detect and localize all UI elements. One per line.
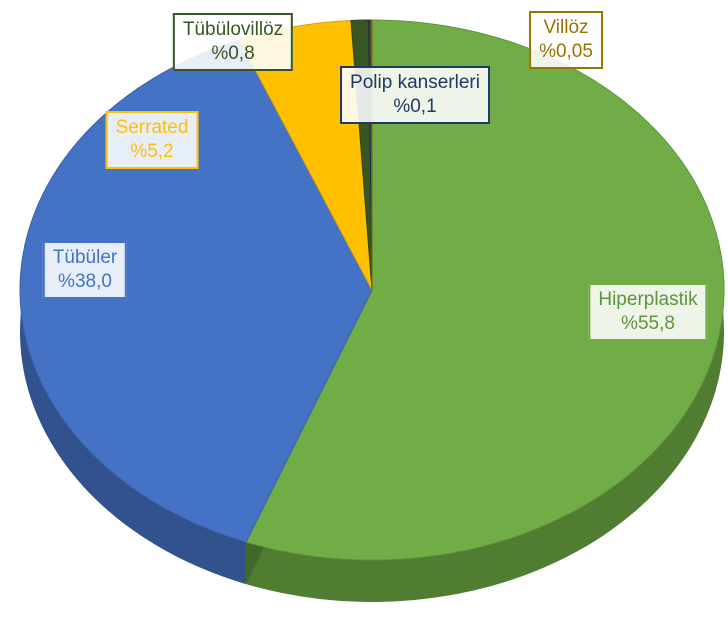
value-label: %5,2 [130, 141, 174, 162]
data-label: Hiperplastik %55,8 [588, 283, 708, 341]
data-label: Polip kanserleri %0,1 [340, 66, 490, 124]
category-label: Tübülovillöz [182, 19, 284, 40]
data-label: Villöz %0,05 [529, 11, 603, 69]
data-label: Tübüler %38,0 [42, 241, 128, 299]
data-label: Tübülovillöz %0,8 [172, 13, 294, 71]
category-label: Polip kanserleri [350, 72, 480, 93]
value-label: %38,0 [58, 271, 112, 292]
data-label: Serrated %5,2 [105, 111, 199, 169]
value-label: %0,05 [539, 41, 593, 62]
value-label: %0,1 [393, 96, 437, 117]
value-label: %55,8 [621, 313, 675, 334]
category-label: Villöz [543, 17, 589, 38]
value-label: %0,8 [211, 43, 255, 64]
category-label: Hiperplastik [598, 289, 698, 310]
category-label: Serrated [115, 117, 189, 138]
category-label: Tübüler [52, 247, 118, 268]
